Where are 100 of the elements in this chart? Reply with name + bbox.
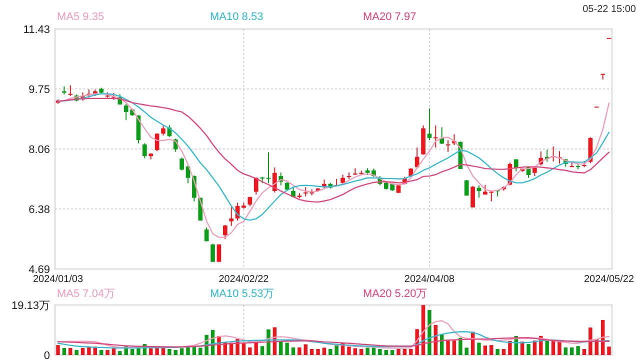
bar xyxy=(428,310,432,355)
bar xyxy=(570,347,574,355)
bar xyxy=(198,348,202,355)
bar xyxy=(322,348,326,355)
text: MA10 8.53 xyxy=(210,11,264,23)
bar xyxy=(372,348,376,355)
bar xyxy=(291,347,296,355)
candlestick xyxy=(68,84,73,96)
bar xyxy=(155,348,159,355)
bar xyxy=(483,346,488,355)
text: MA20 7.97 xyxy=(363,11,416,23)
candlestick xyxy=(180,157,184,171)
bar xyxy=(360,348,364,355)
bar xyxy=(446,340,450,355)
bar xyxy=(310,348,314,355)
bar xyxy=(180,348,184,355)
line-series xyxy=(57,331,610,349)
bar xyxy=(80,348,85,355)
bar xyxy=(112,348,116,355)
y-tick-label: 0 xyxy=(44,350,50,360)
text: MA20 5.20万 xyxy=(363,288,428,300)
candlestick xyxy=(204,226,209,242)
y-tick-label: 19.13万 xyxy=(11,300,50,312)
candlestick xyxy=(464,179,469,196)
bar xyxy=(99,350,104,355)
bar xyxy=(378,348,382,355)
bar xyxy=(68,348,72,355)
y-tick-label: 6.38 xyxy=(28,204,50,216)
bar xyxy=(396,348,400,355)
text: MA5 7.04万 xyxy=(57,288,116,300)
x-tick-label: 2024/04/08 xyxy=(404,274,455,285)
bar xyxy=(588,328,592,355)
candlestick xyxy=(514,158,518,172)
bar xyxy=(285,342,289,355)
bar xyxy=(508,340,512,355)
x-tick-label: 2024/05/22 xyxy=(584,274,634,285)
bar xyxy=(298,347,302,355)
y-tick-label: 8.06 xyxy=(28,144,50,156)
x-tick-label: 2024/01/03 xyxy=(32,274,84,285)
y-tick-label: 9.75 xyxy=(28,84,50,96)
bar xyxy=(248,347,252,355)
bar xyxy=(366,348,370,355)
bar xyxy=(564,347,568,355)
bar xyxy=(464,348,468,355)
bar xyxy=(347,346,351,355)
bar xyxy=(490,345,494,355)
candlestick xyxy=(161,125,166,136)
bar xyxy=(409,348,413,355)
bar xyxy=(353,348,358,355)
chart-subtitle: 05-22 15:00 xyxy=(582,4,636,15)
bar xyxy=(402,348,407,355)
candlestick xyxy=(446,140,450,152)
candlestick xyxy=(254,176,258,196)
candlestick xyxy=(266,152,271,184)
bar xyxy=(452,340,456,355)
line-series xyxy=(57,98,610,203)
bar xyxy=(279,342,283,355)
candlestick xyxy=(142,142,147,159)
bar xyxy=(149,348,153,355)
candlestick xyxy=(433,125,438,148)
bar xyxy=(260,346,264,355)
bar xyxy=(582,348,586,355)
candlestick xyxy=(229,206,234,226)
bar xyxy=(496,348,500,355)
y-tick-label: 11.43 xyxy=(23,24,50,36)
bar xyxy=(130,348,134,355)
bar xyxy=(390,350,394,355)
candlestick xyxy=(216,244,222,262)
line-series xyxy=(57,337,610,348)
candlestick xyxy=(222,224,228,240)
bar xyxy=(384,350,388,355)
candlestick xyxy=(248,196,252,207)
x-tick-label: 2024/02/22 xyxy=(218,274,270,285)
bar xyxy=(136,348,140,355)
bar xyxy=(558,340,562,355)
text: MA10 5.53万 xyxy=(210,288,274,300)
bar xyxy=(304,344,308,355)
bar xyxy=(551,340,556,355)
candlestick xyxy=(470,186,475,208)
bar xyxy=(502,348,506,355)
bar xyxy=(328,348,332,355)
bar xyxy=(62,348,66,355)
bar xyxy=(106,350,110,355)
bar xyxy=(168,348,172,355)
bar xyxy=(526,344,530,355)
bar xyxy=(56,345,60,355)
bar xyxy=(458,338,462,355)
bar xyxy=(118,351,122,355)
bar xyxy=(334,345,338,355)
bar xyxy=(545,340,549,355)
bar xyxy=(316,348,320,355)
bar xyxy=(174,350,178,355)
bar xyxy=(576,346,580,355)
bar xyxy=(607,346,611,355)
bar xyxy=(254,342,258,355)
candlestick xyxy=(210,243,215,262)
text: MA5 9.35 xyxy=(57,11,104,23)
bar xyxy=(477,342,481,355)
y-tick-label: 4.69 xyxy=(28,264,50,276)
bar xyxy=(74,350,78,355)
